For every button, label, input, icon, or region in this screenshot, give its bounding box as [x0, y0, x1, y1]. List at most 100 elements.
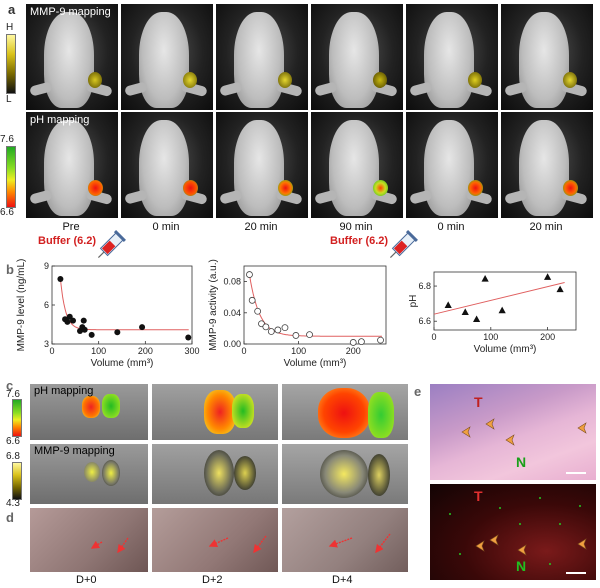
y-axis-title: pH — [408, 295, 419, 308]
data-point — [306, 331, 313, 339]
plot-frame — [433, 271, 577, 331]
he-tumor-label: T — [474, 394, 483, 410]
bar1-top-label: H — [6, 22, 14, 33]
mmp9-closeup-d2 — [152, 444, 278, 504]
x-tick-label: 100 — [91, 346, 106, 356]
day-label-d4: D+4 — [332, 574, 353, 586]
data-point — [80, 317, 87, 324]
data-point — [281, 324, 289, 332]
x-tick-label: 300 — [184, 346, 199, 356]
mmp9-colorbar — [6, 34, 16, 94]
buffer-label-2: Buffer (6.2) — [330, 235, 389, 247]
panel-e-letter: e — [414, 384, 422, 399]
data-point — [267, 328, 275, 335]
arrowhead-icons — [461, 418, 587, 446]
data-point — [254, 307, 262, 315]
mmp9-image-20min — [216, 4, 308, 110]
c-bar2-top: 6.8 — [6, 451, 20, 462]
ph-closeup-d0: pH mapping — [30, 384, 148, 440]
mmp9-image-pre: MMP-9 mapping — [26, 4, 118, 110]
time-label-90min: 90 min — [339, 221, 373, 233]
data-point — [556, 285, 564, 293]
mmp9-closeup-d0: MMP-9 mapping — [30, 444, 148, 504]
data-point — [248, 296, 256, 304]
scale-bar — [566, 572, 586, 574]
syringe-icon — [389, 230, 418, 259]
data-point — [81, 326, 88, 333]
buffer-label-1: Buffer (6.2) — [38, 235, 97, 247]
ph-image-20min-2 — [501, 112, 593, 218]
chart-ph: 0 100 200 6.6 6.8 Volume (mm³) pH — [408, 271, 577, 355]
bar1-bottom-label: L — [6, 94, 12, 105]
bar2-bottom-label: 6.6 — [0, 207, 14, 218]
panel-d-letter: d — [6, 510, 14, 525]
x-axis-title: Volume (mm³) — [91, 358, 154, 369]
scale-bar — [566, 472, 586, 474]
time-label-pre: Pre — [62, 221, 80, 233]
arrow-icons-overlay — [90, 533, 391, 554]
data-point — [358, 338, 365, 346]
data-point — [274, 326, 282, 334]
photo-d0 — [30, 508, 148, 572]
x-axis-title: Volume (mm³) — [284, 358, 347, 369]
fit-line — [249, 274, 382, 337]
data-point — [444, 301, 452, 308]
data-point — [114, 329, 121, 336]
ph-image-20min — [216, 112, 308, 218]
panel-c-letter: c — [6, 378, 14, 393]
y-tick-label: 0.04 — [223, 308, 241, 318]
fl-tumor-label: T — [474, 488, 483, 504]
data-point — [246, 271, 253, 278]
ph-colorbar-c — [12, 399, 22, 437]
mmp9-mapping-label-c: MMP-9 mapping — [34, 445, 115, 457]
he-necrosis-label: N — [516, 454, 527, 470]
ph-mapping-label-c: pH mapping — [34, 385, 94, 397]
x-tick-label: 0 — [431, 332, 436, 342]
data-point — [70, 317, 76, 324]
time-label-0min-2: 0 min — [437, 221, 465, 233]
mmp9-colorbar-c — [12, 462, 22, 500]
x-tick-label: 100 — [483, 332, 498, 342]
mmp9-row-label: MMP-9 mapping — [30, 6, 111, 18]
ph-row-label: pH mapping — [30, 114, 90, 126]
data-point — [481, 275, 489, 282]
y-tick-label: 0.08 — [223, 277, 241, 287]
arrowhead-icons — [449, 497, 587, 565]
data-point — [292, 332, 300, 339]
panel-b-letter: b — [6, 262, 14, 277]
chart-mmp9-level: 0 100 200 300 3 6 9 Volume (mm³) MMP-9 level (ng… — [16, 259, 200, 369]
data-point — [544, 273, 552, 280]
plot-frame — [243, 265, 387, 345]
time-label-0min: 0 min — [152, 221, 180, 233]
mmp9-image-20min-2 — [501, 4, 593, 110]
fluorescence-image: T N — [430, 484, 596, 580]
data-point — [57, 276, 64, 282]
data-point — [498, 306, 506, 314]
y-axis-title: MMP-9 activity (a.u.) — [208, 259, 219, 351]
data-point — [473, 315, 481, 323]
x-tick-label: 200 — [138, 346, 153, 356]
y-tick-label: 6.8 — [418, 281, 431, 291]
x-tick-label: 200 — [540, 332, 555, 342]
data-point — [139, 324, 146, 331]
y-tick-label: 6 — [44, 300, 49, 310]
x-tick-label: 0 — [49, 346, 54, 356]
he-stain-image: T N — [430, 384, 596, 480]
time-label-20min: 20 min — [244, 221, 278, 233]
fit-line — [433, 282, 565, 315]
mmp9-image-90min — [311, 4, 403, 110]
y-axis-title: MMP-9 level (ng/mL) — [16, 259, 27, 352]
x-tick-label: 100 — [291, 346, 306, 356]
y-tick-label: 3 — [44, 339, 49, 349]
data-point — [185, 334, 192, 341]
x-axis-title: Volume (mm³) — [474, 344, 537, 355]
c-bar1-bottom: 6.6 — [6, 436, 20, 447]
y-tick-label: 6.6 — [418, 316, 431, 326]
bar2-top-label: 7.6 — [0, 134, 14, 145]
mmp9-closeup-d4 — [282, 444, 408, 504]
day-label-d0: D+0 — [76, 574, 97, 586]
y-tick-label: 0.00 — [223, 339, 241, 349]
ph-image-90min — [311, 112, 403, 218]
data-point — [349, 339, 357, 346]
ph-image-0min-2 — [406, 112, 498, 218]
